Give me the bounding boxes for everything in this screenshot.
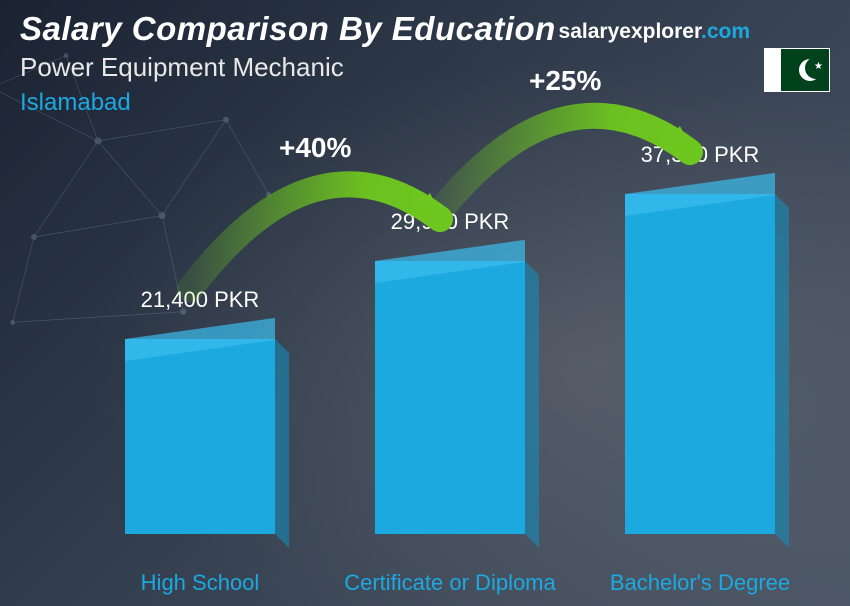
percent-increase: +25% [529, 65, 601, 97]
bar-front [625, 194, 775, 534]
bar-value: 29,900 PKR [350, 209, 550, 235]
bar-chart: 21,400 PKR29,900 PKR37,300 PKR [60, 114, 790, 534]
bar-side [775, 194, 789, 548]
flag-pakistan: ★ [764, 48, 830, 92]
source-tld: .com [701, 20, 750, 43]
bar-value: 21,400 PKR [100, 287, 300, 313]
flag-stripe [765, 49, 781, 91]
bar-side [275, 339, 289, 548]
chart-title: Salary Comparison By Education [20, 10, 556, 48]
bar [125, 339, 275, 534]
chart-subtitle: Power Equipment Mechanic [20, 52, 556, 83]
category-label: High School [75, 570, 325, 596]
category-label: Bachelor's Degree [575, 570, 825, 596]
bar-front [375, 261, 525, 534]
flag-star-icon: ★ [814, 61, 823, 72]
source-name: salaryexplorer [559, 20, 701, 43]
bar [375, 261, 525, 534]
chart-location: Islamabad [20, 89, 556, 117]
bar [625, 194, 775, 534]
percent-increase: +40% [279, 132, 351, 164]
bar-front [125, 339, 275, 534]
header: Salary Comparison By Education Power Equ… [20, 10, 556, 117]
source-attribution: salaryexplorer.com [559, 20, 750, 44]
bar-value: 37,300 PKR [600, 142, 800, 168]
bar-side [525, 261, 539, 548]
category-label: Certificate or Diploma [325, 570, 575, 596]
